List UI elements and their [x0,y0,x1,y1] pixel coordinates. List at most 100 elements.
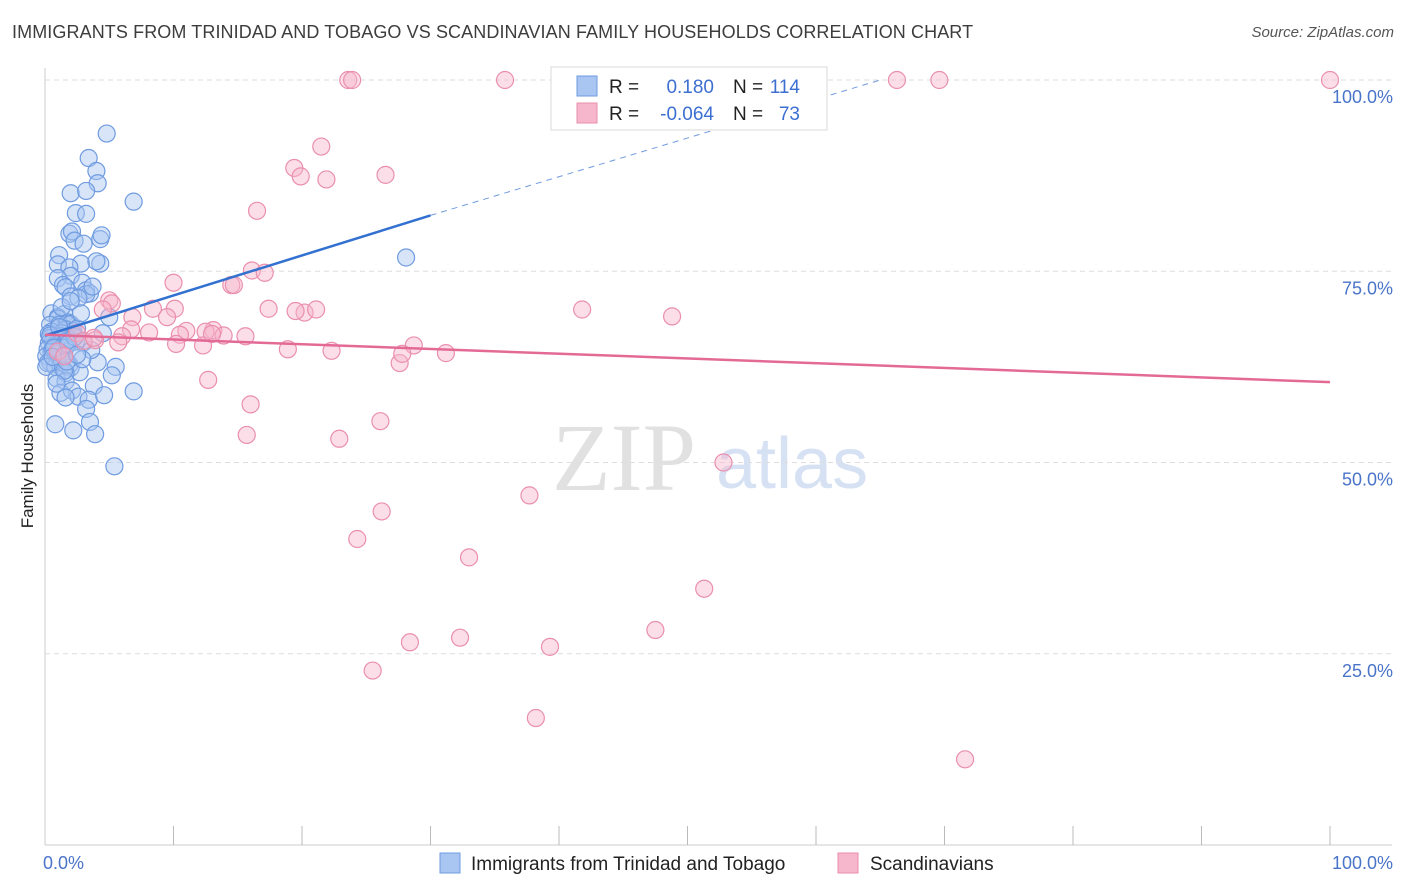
scandinavian-point-8 [376,165,395,184]
series-legend: Immigrants from Trinidad and Tobago Scan… [439,852,994,875]
scandinavian-point-58 [459,548,479,567]
scandinavian-point-50 [241,395,260,414]
scandinavian-point-66 [955,750,975,769]
scandinavian-trend-line [44,333,1331,384]
scandinavian-point-64 [363,661,382,680]
legend-n-label-2: N = [733,104,763,125]
scandinavian-point-18 [102,294,121,313]
scandinavian-point-49 [199,370,218,389]
legend-swatch-pink [576,102,598,124]
scandinavian-point-36 [166,334,186,354]
scandinavian-point-22 [295,303,314,322]
trinidad-point-105 [52,298,71,317]
trinidad-point-101 [47,374,66,393]
trinidad-trend-line [44,214,431,337]
legend-n-label-1: N = [733,77,763,98]
scandinavian-point-24 [259,299,278,318]
trinidad-point-8 [77,204,96,223]
chart-title: IMMIGRANTS FROM TRINIDAD AND TOBAGO VS S… [12,22,974,42]
trinidad-trend-extension [430,79,881,216]
trinidad-point-75 [106,357,125,376]
legend-r-label-2: R = [609,104,639,125]
y-tick-label-0: 25.0% [1342,661,1393,681]
legend-r-value-2: -0.064 [660,104,714,125]
scandinavian-point-46 [393,344,412,363]
trinidad-point-0 [97,124,116,143]
scandinavian-point-26 [662,307,682,326]
scandinavian-point-5 [1320,70,1340,90]
scandinavian-point-61 [450,628,470,647]
scandinavian-point-56 [372,502,391,521]
trinidad-point-81 [124,382,143,401]
scandinavian-point-35 [214,326,233,345]
trinidad-point-6 [124,192,143,211]
trinidad-point-80 [84,376,103,396]
trinidad-point-16 [71,254,91,273]
trinidad-point-19 [48,255,67,274]
trend-lines [44,79,1331,384]
y-tick-label-1: 50.0% [1342,470,1393,490]
scandinavian-point-72 [236,327,255,346]
y-axis-label: Family Households [18,384,37,529]
scandinavian-point-17 [100,291,119,310]
trinidad-point-73 [37,357,56,376]
scandinavian-point-9 [317,170,336,189]
trinidad-point-90 [46,415,65,434]
trinidad-point-107 [61,291,80,311]
trinidad-point-18 [87,252,106,271]
trinidad-point-13 [74,234,93,253]
legend-r-label-1: R = [609,77,639,98]
watermark-atlas: atlas [716,424,868,504]
scandinavian-point-11 [247,201,267,220]
legend-n-value-1: 114 [770,77,801,98]
legend-r-value-1: 0.180 [666,77,714,98]
scandinavian-point-53 [330,429,349,448]
trinidad-point-106 [83,277,102,296]
trinidad-point-7 [66,204,85,223]
trinidad-point-85 [56,388,75,407]
scandinavian-point-3 [887,70,907,90]
trinidad-point-91 [64,421,83,440]
bottom-legend-label-scandinavians: Scandinavians [870,854,994,875]
trinidad-point-93 [105,457,124,476]
scandinavian-point-23 [307,300,326,319]
scandinavian-point-47 [48,342,67,361]
y-tick-label-3: 100.0% [1332,87,1393,107]
watermark-zip: ZIP [552,404,696,511]
scandinavian-point-48 [55,347,74,366]
scandinavian-point-63 [540,637,560,656]
scandinavian-point-57 [348,529,367,549]
bottom-legend-swatch-pink [837,852,859,874]
trinidad-point-4 [61,184,80,203]
scandinavian-point-42 [436,344,456,363]
scandinavian-point-13 [164,273,183,292]
scandinavian-point-51 [371,412,390,431]
scandinavian-point-71 [286,301,305,321]
scandinavian-point-68 [157,308,177,327]
trinidad-point-77 [102,366,121,385]
trinidad-point-25 [56,278,75,297]
legend-n-value-2: 73 [779,104,800,125]
scandinavian-point-4 [930,70,949,90]
scandinavian-point-10 [291,167,310,186]
scandinavian-point-54 [714,453,733,472]
bottom-legend-swatch-blue [439,852,461,874]
scandinavian-point-60 [646,620,665,640]
correlation-legend: R = 0.180 N = 114 R = -0.064 N = 73 [550,66,828,131]
trinidad-point-14 [92,226,111,245]
scandinavian-point-25 [573,300,592,319]
scandinavian-point-2 [495,70,515,90]
scandinavian-point-6 [312,137,331,156]
legend-swatch-blue [576,75,598,97]
scandinavian-point-62 [400,633,420,652]
trinidad-point-104 [71,304,91,323]
y-tick-label-2: 75.0% [1342,278,1393,298]
gridlines [45,79,1392,655]
trinidad-point-5 [77,181,96,201]
scandinavian-point-52 [237,425,256,445]
scandinavian-point-65 [526,708,545,728]
series-trinidad-points [37,124,416,476]
trinidad-point-94 [396,248,416,267]
scandinavian-point-55 [520,486,539,505]
